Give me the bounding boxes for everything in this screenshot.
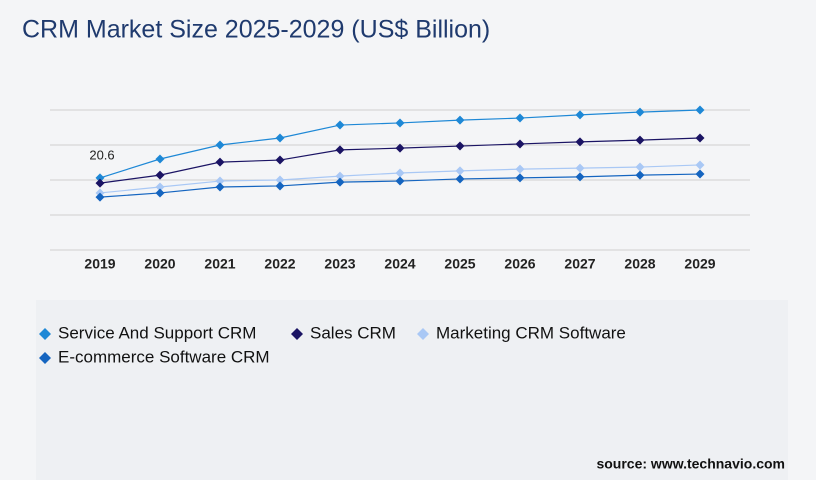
data-point: [575, 172, 585, 182]
legend-marker: [39, 352, 51, 364]
data-point: [395, 118, 405, 128]
x-tick-label: 2020: [144, 256, 175, 272]
legend-label: E-commerce Software CRM: [58, 347, 270, 366]
data-point: [275, 133, 285, 143]
x-tick-label: 2025: [444, 256, 475, 272]
data-point: [155, 154, 165, 164]
data-point: [515, 113, 525, 123]
x-tick-label: 2022: [264, 256, 295, 272]
source: source: www.technavio.com: [596, 456, 785, 472]
legend-label: Sales CRM: [310, 323, 396, 342]
x-tick-label: 2027: [564, 256, 595, 272]
data-point: [635, 170, 645, 180]
data-point: [335, 145, 345, 155]
data-point: [575, 163, 585, 173]
legend-marker: [291, 328, 303, 340]
data-point: [395, 176, 405, 186]
data-point: [95, 192, 105, 202]
data-point: [215, 140, 225, 150]
x-tick-label: 2019: [84, 256, 115, 272]
data-point: [155, 188, 165, 198]
x-tick-label: 2023: [324, 256, 355, 272]
data-point: [635, 162, 645, 172]
x-tick-label: 2024: [384, 256, 415, 272]
data-point: [575, 110, 585, 120]
x-tick-label: 2026: [504, 256, 535, 272]
data-point: [155, 182, 165, 192]
x-tick-label: 2021: [204, 256, 235, 272]
data-point: [95, 173, 105, 183]
data-point: [695, 133, 705, 143]
data-point: [455, 115, 465, 125]
data-point: [335, 120, 345, 130]
data-label: 20.6: [89, 147, 114, 162]
data-point: [635, 135, 645, 145]
data-point: [695, 169, 705, 179]
data-point: [515, 164, 525, 174]
data-point: [635, 107, 645, 117]
data-point: [95, 178, 105, 188]
x-tick-label: 2029: [684, 256, 715, 272]
legend-marker: [39, 328, 51, 340]
legend-label: Marketing CRM Software: [436, 323, 626, 342]
data-point: [275, 155, 285, 165]
data-point: [275, 175, 285, 185]
legend-label: Service And Support CRM: [58, 323, 256, 342]
data-point: [215, 182, 225, 192]
data-point: [335, 171, 345, 181]
data-point: [575, 137, 585, 147]
data-point: [515, 173, 525, 183]
data-point: [395, 143, 405, 153]
data-point: [695, 160, 705, 170]
data-point: [695, 105, 705, 115]
data-point: [215, 176, 225, 186]
data-point: [275, 181, 285, 191]
data-point: [395, 168, 405, 178]
x-tick-label: 2028: [624, 256, 655, 272]
legend-panel: [36, 300, 788, 480]
chart-title: CRM Market Size 2025-2029 (US$ Billion): [22, 16, 490, 44]
data-point: [515, 139, 525, 149]
data-point: [215, 157, 225, 167]
data-point: [155, 170, 165, 180]
data-point: [455, 166, 465, 176]
legend-marker: [417, 328, 429, 340]
data-point: [335, 177, 345, 187]
data-point: [455, 174, 465, 184]
data-point: [455, 141, 465, 151]
